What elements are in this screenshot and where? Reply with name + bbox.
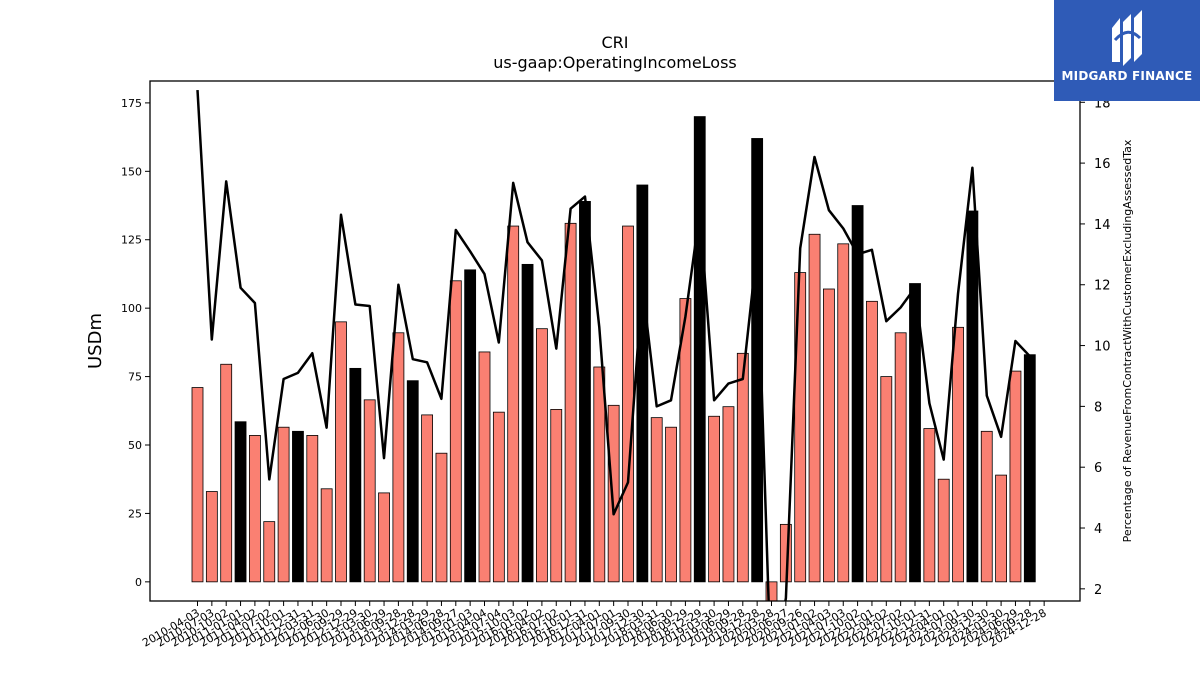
bar-7 xyxy=(292,430,304,583)
bar-36 xyxy=(708,415,720,583)
bar-20 xyxy=(478,351,491,583)
bar-21 xyxy=(492,411,505,583)
bar-22 xyxy=(507,225,520,583)
bar-5 xyxy=(263,521,276,583)
chart-subtitle: us-gaap:OperatingIncomeLoss xyxy=(493,53,737,72)
logo-mark-icon xyxy=(1112,10,1142,66)
bar-9 xyxy=(320,488,333,583)
bar-6 xyxy=(277,426,290,583)
y2-tick-label: 8 xyxy=(1094,400,1102,415)
y-tick-label: 25 xyxy=(128,507,142,520)
y-tick-label: 50 xyxy=(128,439,142,452)
bar-52 xyxy=(937,478,950,583)
bar-16 xyxy=(421,414,434,583)
bar-19 xyxy=(464,269,477,583)
bar-30 xyxy=(622,225,634,583)
bar-34 xyxy=(679,298,692,583)
y-tick-label: 100 xyxy=(121,302,142,315)
bar-57 xyxy=(1009,370,1022,583)
bar-10 xyxy=(335,321,347,583)
y-tick-label: 0 xyxy=(135,576,142,589)
bar-49 xyxy=(894,332,907,583)
bar-55 xyxy=(980,430,993,583)
y2-axis-label: Percentage of RevenueFromContractWithCus… xyxy=(1121,139,1134,542)
bar-26 xyxy=(564,222,577,583)
bar-37 xyxy=(722,406,735,583)
bar-29 xyxy=(607,404,620,583)
y2-tick-label: 10 xyxy=(1094,340,1111,355)
logo-text: MIDGARD FINANCE xyxy=(1061,69,1193,83)
plot-frame xyxy=(149,80,1081,602)
bar-53 xyxy=(952,326,964,583)
bar-28 xyxy=(593,366,606,583)
bar-17 xyxy=(435,452,448,583)
bar-11 xyxy=(349,367,362,583)
bar-35 xyxy=(693,116,706,583)
bar-8 xyxy=(306,435,319,583)
y-tick-label: 125 xyxy=(121,234,142,247)
brand-logo: MIDGARD FINANCE xyxy=(1054,0,1200,101)
bar-12 xyxy=(363,399,376,583)
bar-43 xyxy=(808,233,821,583)
bar-44 xyxy=(823,288,835,583)
bar-0 xyxy=(191,387,204,583)
bar-14 xyxy=(392,332,405,583)
bar-27 xyxy=(579,201,591,583)
y-tick-label: 150 xyxy=(121,165,142,178)
y2-tick-label: 6 xyxy=(1094,461,1102,476)
bar-2 xyxy=(220,363,233,583)
bar-3 xyxy=(234,421,247,583)
bar-23 xyxy=(521,263,534,583)
bar-51 xyxy=(923,428,936,583)
y-tick-label: 175 xyxy=(121,97,142,110)
bar-58 xyxy=(1023,354,1036,583)
bar-4 xyxy=(248,435,261,583)
bar-25 xyxy=(550,409,563,583)
bar-47 xyxy=(866,300,878,583)
y2-tick-label: 4 xyxy=(1094,522,1102,537)
bar-31 xyxy=(636,184,649,583)
bar-56 xyxy=(995,474,1007,583)
y-axis-label: USDm xyxy=(85,313,106,369)
y2-tick-label: 16 xyxy=(1094,157,1111,172)
y2-tick-label: 14 xyxy=(1094,218,1111,233)
bar-38 xyxy=(736,352,749,583)
bar-45 xyxy=(837,243,850,583)
plot-area: 0255075100125150175246810121416182010-04… xyxy=(121,80,1111,650)
bar-39 xyxy=(751,138,764,583)
bar-18 xyxy=(449,280,462,583)
bar-40 xyxy=(765,581,778,601)
y2-tick-label: 2 xyxy=(1094,583,1102,598)
percentage-line xyxy=(196,90,1031,601)
y2-tick-label: 12 xyxy=(1094,279,1111,294)
bar-46 xyxy=(851,205,864,583)
bar-33 xyxy=(665,426,677,583)
bar-54 xyxy=(966,210,979,583)
bar-series xyxy=(191,116,1036,601)
bar-1 xyxy=(205,491,218,583)
y-tick-label: 75 xyxy=(128,371,142,384)
bar-24 xyxy=(536,328,548,583)
bar-48 xyxy=(880,376,893,583)
bar-50 xyxy=(909,283,921,583)
bar-32 xyxy=(650,417,663,583)
bar-15 xyxy=(406,380,419,583)
bar-13 xyxy=(378,492,390,583)
chart-title: CRI xyxy=(601,33,628,52)
